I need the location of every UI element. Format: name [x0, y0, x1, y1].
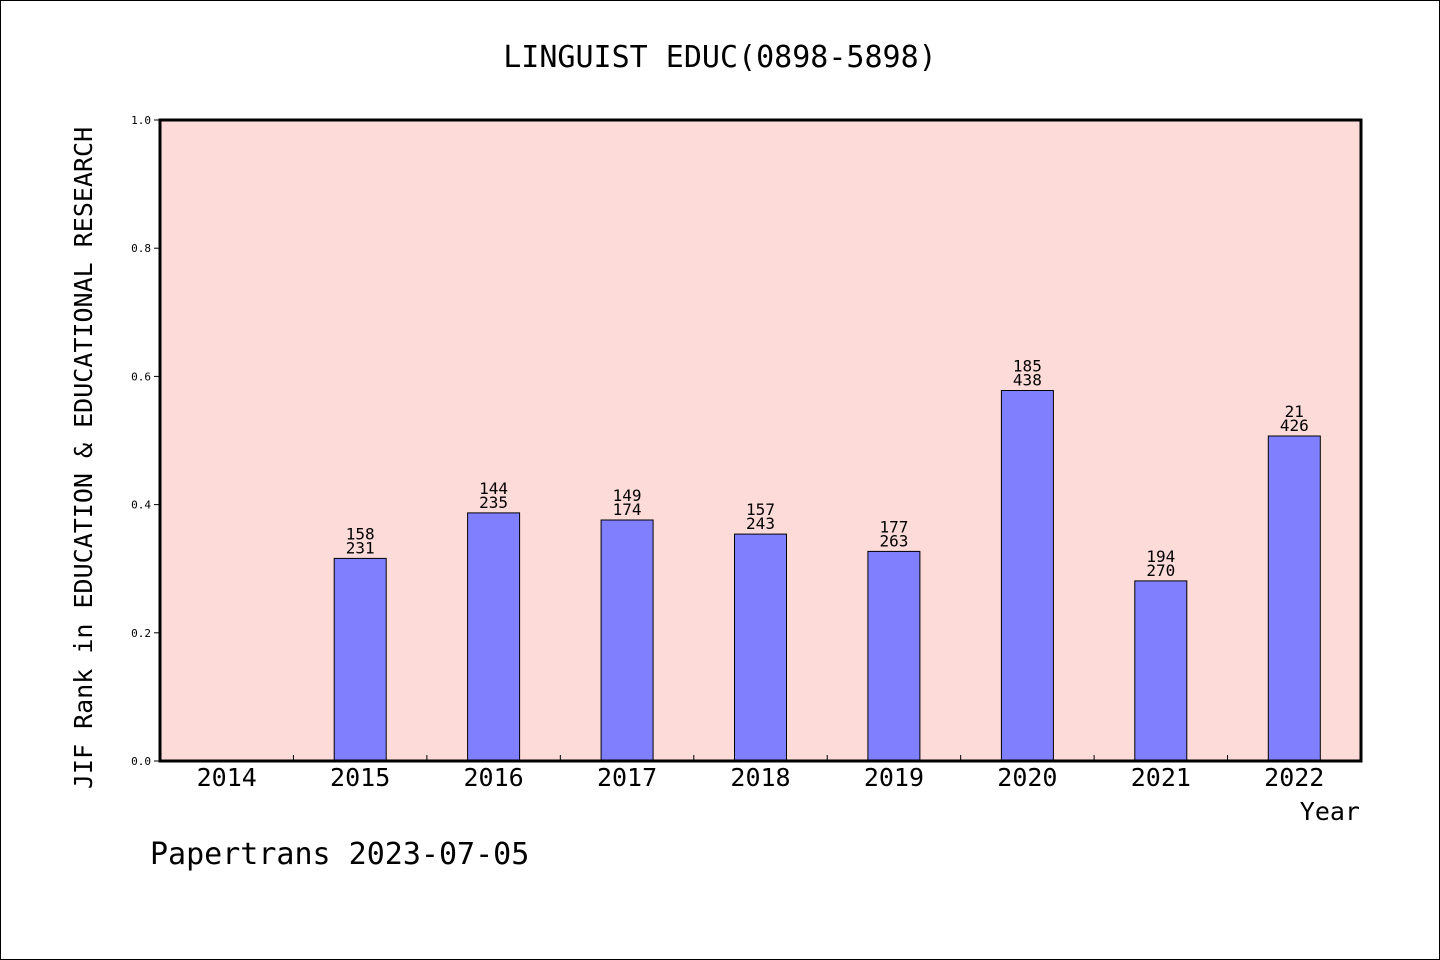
y-tick-label-0.8: 0.8	[131, 242, 151, 255]
plot-border	[158, 118, 1363, 763]
bar-rank-label-2017: 149	[613, 486, 642, 505]
bar-total-label-2019: 263	[879, 531, 908, 550]
bar-total-label-2015: 231	[346, 538, 375, 557]
x-tick-label-2020: 2020	[997, 763, 1057, 792]
bar-rank-label-2018: 157	[746, 500, 775, 519]
bar-total-label-2020: 438	[1013, 371, 1042, 390]
bar-2022	[1267, 435, 1321, 762]
x-tick-label-2016: 2016	[464, 763, 524, 792]
bar-2018	[734, 533, 787, 762]
y-tick-label-1.0: 1.0	[131, 114, 151, 127]
x-tick-label-2014: 2014	[197, 763, 257, 792]
x-axis-label: Year	[1300, 797, 1360, 826]
bar-2015	[333, 557, 387, 762]
bar-total-label-2021: 270	[1146, 561, 1175, 580]
bar-rank-label-2021: 194	[1146, 547, 1175, 566]
bar-rank-label-2022: 21	[1285, 402, 1304, 421]
y-axis-label: JIF Rank in EDUCATION & EDUCATIONAL RESE…	[69, 127, 98, 789]
bar-total-label-2017: 174	[613, 500, 642, 519]
chart-title: LINGUIST EDUC(0898-5898)	[503, 40, 936, 75]
bar-2020	[1000, 390, 1054, 762]
x-tick-label-2022: 2022	[1264, 763, 1324, 792]
bar-2017	[600, 519, 654, 762]
bar-rank-label-2015: 158	[346, 524, 375, 543]
bar-rank-label-2016: 144	[479, 479, 508, 498]
bar-total-label-2016: 235	[479, 493, 508, 512]
x-tick-label-2015: 2015	[330, 763, 390, 792]
bar-2021	[1134, 580, 1188, 762]
bar-total-label-2022: 426	[1280, 416, 1309, 435]
bar-total-label-2018: 243	[746, 514, 775, 533]
x-tick-label-2018: 2018	[730, 763, 790, 792]
footer-credit: Papertrans 2023-07-05	[150, 837, 529, 872]
bar-rank-label-2020: 185	[1013, 357, 1042, 376]
y-tick-label-0.4: 0.4	[131, 499, 151, 512]
x-tick-label-2017: 2017	[597, 763, 657, 792]
x-tick-label-2021: 2021	[1131, 763, 1191, 792]
ticks-layer: 2014 2015 2016 2017 2018 2019 2020 2021 2022 0.0 0…	[131, 114, 1324, 792]
y-tick-label-0.0: 0.0	[131, 755, 151, 768]
bar-2016	[467, 512, 521, 762]
y-tick-label-0.2: 0.2	[131, 627, 151, 640]
bar-2019	[867, 550, 921, 762]
bar-rank-label-2019: 177	[879, 517, 908, 536]
x-tick-label-2019: 2019	[864, 763, 924, 792]
y-tick-label-0.6: 0.6	[131, 370, 151, 383]
